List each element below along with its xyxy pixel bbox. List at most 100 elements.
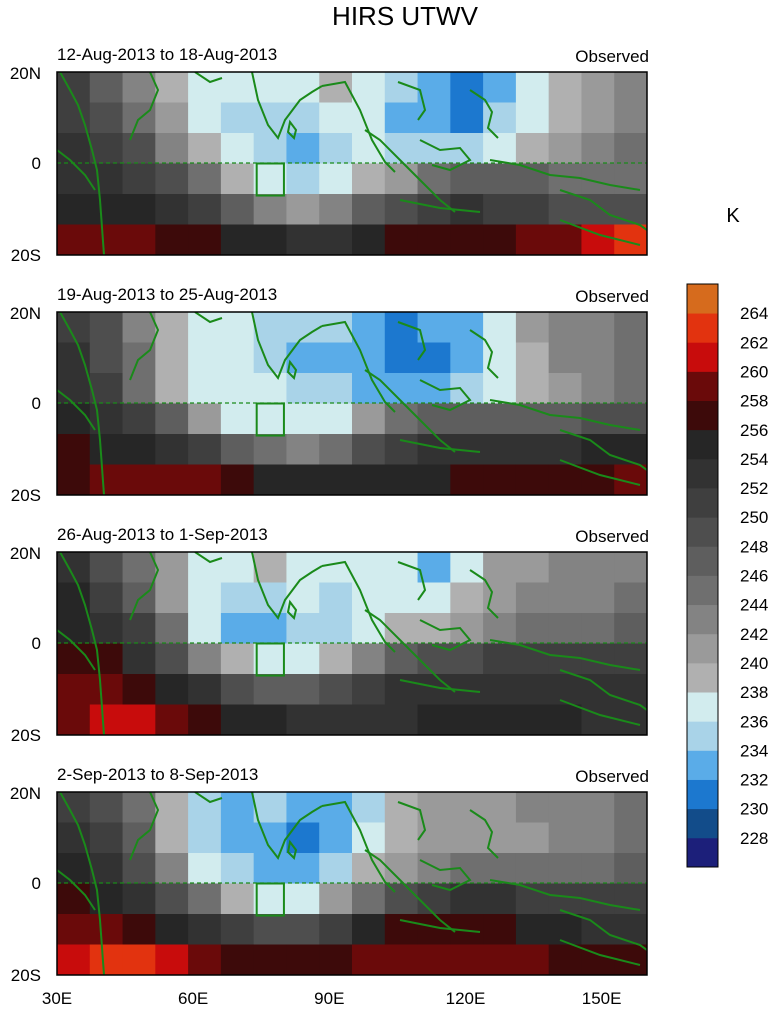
index-box-region — [255, 402, 285, 437]
heatmap-cell — [89, 552, 124, 584]
heatmap-cell — [188, 434, 222, 466]
heatmap-cell — [57, 582, 91, 614]
heatmap-cell — [483, 613, 517, 645]
heatmap-cell — [483, 72, 517, 104]
heatmap-cell — [581, 312, 615, 344]
heatmap-cell — [319, 613, 353, 645]
chart-title: HIRS UTWV — [332, 1, 479, 31]
heatmap-cell — [548, 944, 583, 975]
heatmap-cell — [188, 822, 222, 854]
heatmap-cell — [352, 434, 386, 466]
panel-period-label: 2-Sep-2013 to 8-Sep-2013 — [57, 765, 258, 784]
heatmap-cell — [155, 853, 189, 885]
heatmap-cell — [155, 194, 189, 226]
heatmap-cell — [122, 403, 156, 435]
heatmap-cell — [614, 914, 647, 946]
heatmap-cell — [188, 194, 222, 226]
heatmap-cell — [253, 613, 288, 645]
panel-period-label: 26-Aug-2013 to 1-Sep-2013 — [57, 525, 268, 544]
heatmap-cell — [220, 822, 255, 854]
colorbar-tick-label: 240 — [740, 654, 768, 673]
heatmap-cell — [515, 312, 550, 344]
heatmap-cell — [614, 674, 647, 706]
colorbar-swatch — [687, 779, 718, 810]
colorbar-tick-label: 230 — [740, 800, 768, 819]
heatmap-cell — [548, 133, 583, 165]
heatmap-cell — [89, 613, 124, 645]
heatmap-cell — [384, 373, 419, 405]
heatmap-cell — [384, 464, 419, 495]
heatmap-cell — [450, 792, 484, 824]
heatmap-cell — [548, 853, 583, 885]
heatmap-cell — [515, 914, 550, 946]
heatmap-cell — [548, 704, 583, 735]
heatmap-cell — [417, 704, 451, 735]
heatmap-cell — [548, 312, 583, 344]
heatmap-cell — [515, 582, 550, 614]
heatmap-cell — [286, 342, 320, 374]
heatmap-cell — [417, 792, 451, 824]
heatmap-cell — [57, 163, 91, 195]
heatmap-cell — [548, 464, 583, 495]
colorbar-swatch — [687, 400, 718, 431]
map-coastlines — [57, 792, 647, 975]
heatmap-cell — [155, 403, 189, 435]
heatmap-cell — [450, 582, 484, 614]
colorbar-swatch — [687, 517, 718, 547]
heatmap-cell — [286, 163, 320, 195]
heatmap-cell — [155, 373, 189, 405]
heatmap-cell — [188, 403, 222, 435]
heatmap-cell — [155, 133, 189, 165]
panel-frame — [56, 71, 648, 256]
heatmap-cell — [220, 552, 255, 584]
heatmap-cell — [122, 163, 156, 195]
heatmap-cell — [581, 373, 615, 405]
heatmap-cell — [450, 102, 484, 134]
heatmap-cell — [220, 434, 255, 466]
heatmap-cell — [548, 342, 583, 374]
heatmap-cell — [220, 582, 255, 614]
heatmap-cell — [581, 342, 615, 374]
heatmap-cell — [188, 163, 222, 195]
heatmap-cell — [122, 944, 156, 975]
heatmap-cell — [548, 643, 583, 675]
heatmap-cell — [417, 434, 451, 466]
heatmap-cell — [352, 224, 386, 255]
heatmap-cell — [188, 312, 222, 344]
heatmap-cell — [515, 434, 550, 466]
heatmap-cell — [57, 434, 91, 466]
heatmap-cell — [188, 133, 222, 165]
heatmap-cell — [515, 194, 550, 226]
heatmap-cell — [220, 342, 255, 374]
colorbar-swatch — [687, 284, 718, 314]
panel-period-label: 12-Aug-2013 to 18-Aug-2013 — [57, 45, 277, 64]
heatmap-cell — [417, 72, 451, 104]
heatmap-cell — [450, 643, 484, 675]
heatmap-cell — [188, 792, 222, 824]
heatmap-cell — [253, 883, 288, 915]
heatmap-cell — [614, 72, 647, 104]
heatmap-cell — [352, 464, 386, 495]
heatmap-cell — [384, 822, 419, 854]
heatmap-cell — [188, 883, 222, 915]
heatmap-cell — [515, 853, 550, 885]
colorbar-tick-label: 264 — [740, 304, 768, 323]
panel-frame — [56, 551, 648, 736]
heatmap-cell — [188, 102, 222, 134]
heatmap-cell — [89, 373, 124, 405]
heatmap-cell — [548, 552, 583, 584]
heatmap-cell — [548, 373, 583, 405]
colorbar-tick-label: 234 — [740, 741, 768, 760]
heatmap-cell — [384, 704, 419, 735]
heatmap-cell — [220, 704, 255, 735]
heatmap-cell — [89, 674, 124, 706]
colorbar-swatch — [687, 546, 718, 576]
heatmap-cell — [515, 674, 550, 706]
heatmap-cell — [417, 914, 451, 946]
colorbar-swatch — [687, 429, 718, 460]
heatmap-cell — [384, 613, 419, 645]
heatmap-cell — [352, 674, 386, 706]
heatmap-cell — [483, 704, 517, 735]
heatmap-cell — [253, 704, 288, 735]
